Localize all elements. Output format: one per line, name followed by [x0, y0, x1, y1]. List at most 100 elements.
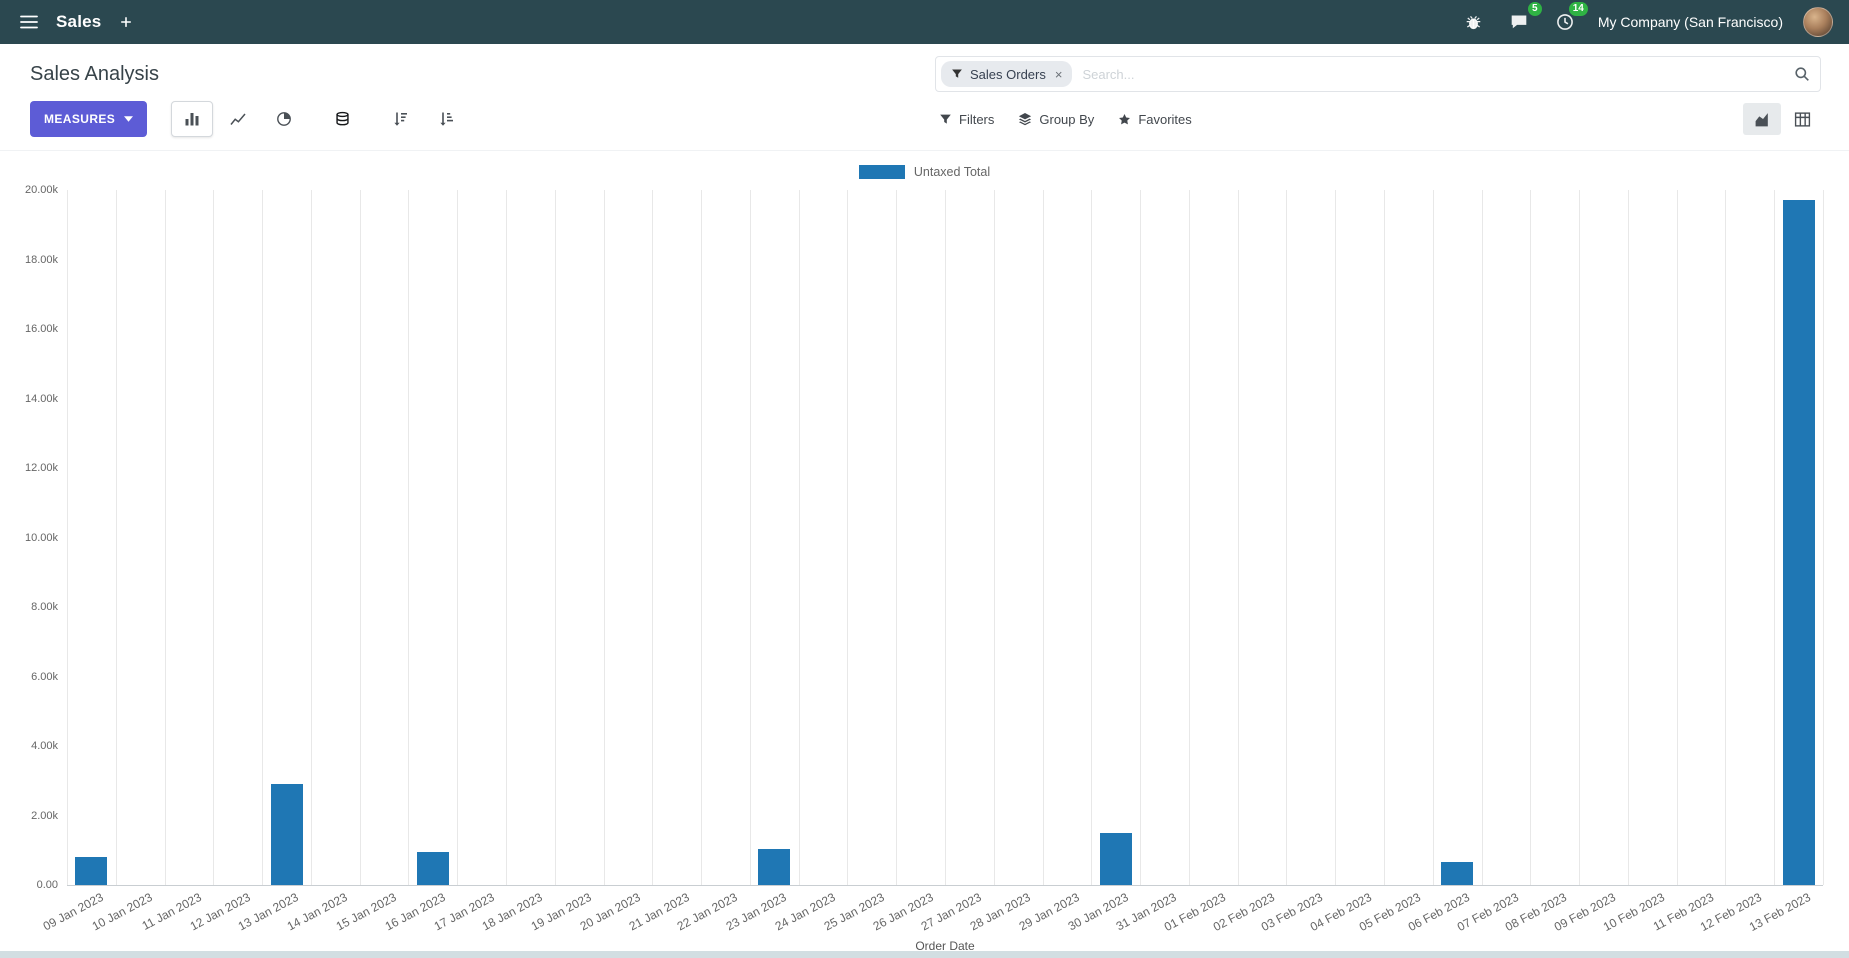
gridline — [847, 190, 849, 885]
legend-swatch — [858, 165, 905, 179]
gridline — [506, 190, 507, 885]
gridline — [262, 190, 264, 885]
pie-chart-icon — [276, 111, 292, 127]
gridline — [1042, 190, 1044, 885]
bar-13 Jan 2023[interactable] — [270, 784, 303, 885]
user-avatar[interactable] — [1803, 7, 1833, 37]
graph-view-button[interactable] — [1743, 103, 1781, 135]
group-by-label: Group By — [1039, 111, 1095, 127]
x-axis: 09 Jan 2023 10 Jan 2023 11 Jan 2023 12 Jan … — [41, 886, 1823, 938]
y-tick-label: 8.00k — [31, 601, 58, 613]
gridline — [993, 190, 995, 885]
y-tick-label: 2.00k — [31, 809, 58, 822]
page-title: Sales Analysis — [30, 63, 159, 85]
chart-type-switcher — [171, 101, 467, 137]
navbar-systray: 5 14 My Company (San Francisco) — [1461, 2, 1833, 37]
search-facet[interactable]: Sales Orders × — [941, 61, 1073, 87]
line-chart-icon — [230, 111, 246, 127]
app-name[interactable]: Sales — [56, 12, 102, 31]
y-tick-label: 4.00k — [31, 740, 58, 752]
horizontal-scrollbar[interactable] — [0, 951, 1849, 958]
pivot-view-button[interactable] — [1783, 103, 1821, 135]
sort-descending-icon — [392, 111, 408, 127]
gridline — [310, 190, 312, 885]
facet-label: Sales Orders — [970, 66, 1046, 82]
gridline — [1384, 190, 1385, 885]
facet-remove-button[interactable]: × — [1054, 66, 1063, 82]
bar-09 Jan 2023[interactable] — [75, 857, 108, 885]
search-bar[interactable]: Sales Orders × — [935, 56, 1821, 92]
graph-view: Untaxed Total 20.00k 18.00k 16.00k 14.00k 12… — [0, 151, 1849, 953]
messages-badge: 5 — [1527, 2, 1542, 16]
gridline — [1823, 190, 1824, 885]
bar-chart-icon — [184, 111, 200, 127]
gridline — [1627, 190, 1629, 885]
gridline — [1676, 190, 1678, 885]
favorites-button[interactable]: Favorites — [1106, 106, 1203, 133]
gridline — [1774, 190, 1776, 885]
area-chart-icon — [1754, 111, 1771, 128]
pivot-grid-icon — [1794, 111, 1811, 128]
bug-icon — [1465, 14, 1482, 31]
bar-16 Jan 2023[interactable] — [416, 852, 449, 885]
control-panel: Sales Analysis MEASURES — [0, 44, 1849, 151]
star-icon — [1118, 113, 1131, 126]
plus-icon — [119, 15, 133, 29]
view-switcher — [1743, 103, 1821, 135]
filters-label: Filters — [959, 111, 995, 127]
search-submit-button[interactable] — [1794, 66, 1810, 82]
x-axis-title: Order Date — [915, 939, 975, 953]
filter-funnel-icon — [951, 68, 963, 80]
plot-area — [67, 190, 1824, 886]
debug-button[interactable] — [1461, 10, 1486, 35]
bar-30 Jan 2023[interactable] — [1099, 832, 1132, 885]
gridline — [1286, 190, 1288, 885]
bar-chart-button[interactable] — [171, 101, 214, 137]
gridline — [213, 190, 215, 885]
line-chart-button[interactable] — [217, 101, 259, 137]
bar-13 Feb 2023[interactable] — [1782, 200, 1815, 885]
bar-23 Jan 2023[interactable] — [758, 848, 791, 885]
y-tick-label: 6.00k — [31, 670, 58, 683]
chart-legend[interactable]: Untaxed Total — [0, 165, 1849, 179]
gridline — [164, 190, 166, 885]
filters-button[interactable]: Filters — [935, 106, 1006, 133]
company-switcher[interactable]: My Company (San Francisco) — [1597, 14, 1783, 30]
gridline — [896, 190, 898, 885]
gridline — [603, 190, 605, 885]
search-input[interactable] — [1082, 66, 1794, 82]
chat-bubble-icon — [1510, 13, 1528, 31]
measures-button[interactable]: MEASURES — [30, 101, 148, 137]
gridline — [67, 190, 68, 885]
apps-menu-button[interactable] — [16, 11, 42, 33]
stacked-toggle-button[interactable] — [321, 101, 363, 137]
y-tick-label: 16.00k — [24, 323, 58, 335]
sort-ascending-button[interactable] — [425, 101, 467, 137]
gridline — [1188, 190, 1190, 885]
y-tick-label: 18.00k — [24, 253, 58, 266]
y-tick-label: 0.00 — [36, 879, 58, 891]
gridline — [1140, 190, 1142, 885]
layers-icon — [1018, 112, 1032, 126]
new-tab-button[interactable] — [115, 11, 137, 33]
gridline — [457, 190, 459, 885]
gridline — [749, 190, 751, 885]
gridline — [1579, 190, 1581, 885]
filters-funnel-icon — [939, 113, 952, 126]
gridline — [554, 190, 556, 885]
gridline — [408, 190, 410, 885]
gridline — [359, 190, 361, 885]
y-tick-label: 10.00k — [24, 531, 58, 544]
gridline — [701, 190, 703, 885]
gridline — [1530, 190, 1532, 885]
sort-descending-button[interactable] — [379, 101, 421, 137]
magnifier-icon — [1794, 66, 1810, 82]
stacked-database-icon — [335, 111, 350, 127]
messages-button[interactable]: 5 — [1506, 2, 1542, 35]
gridline — [1481, 190, 1483, 885]
group-by-button[interactable]: Group By — [1006, 106, 1106, 133]
pie-chart-button[interactable] — [263, 101, 305, 137]
bar-06 Feb 2023[interactable] — [1441, 862, 1474, 885]
activities-button[interactable]: 14 — [1552, 2, 1588, 35]
search-options-row: Filters Group By Favorites — [935, 100, 1821, 138]
